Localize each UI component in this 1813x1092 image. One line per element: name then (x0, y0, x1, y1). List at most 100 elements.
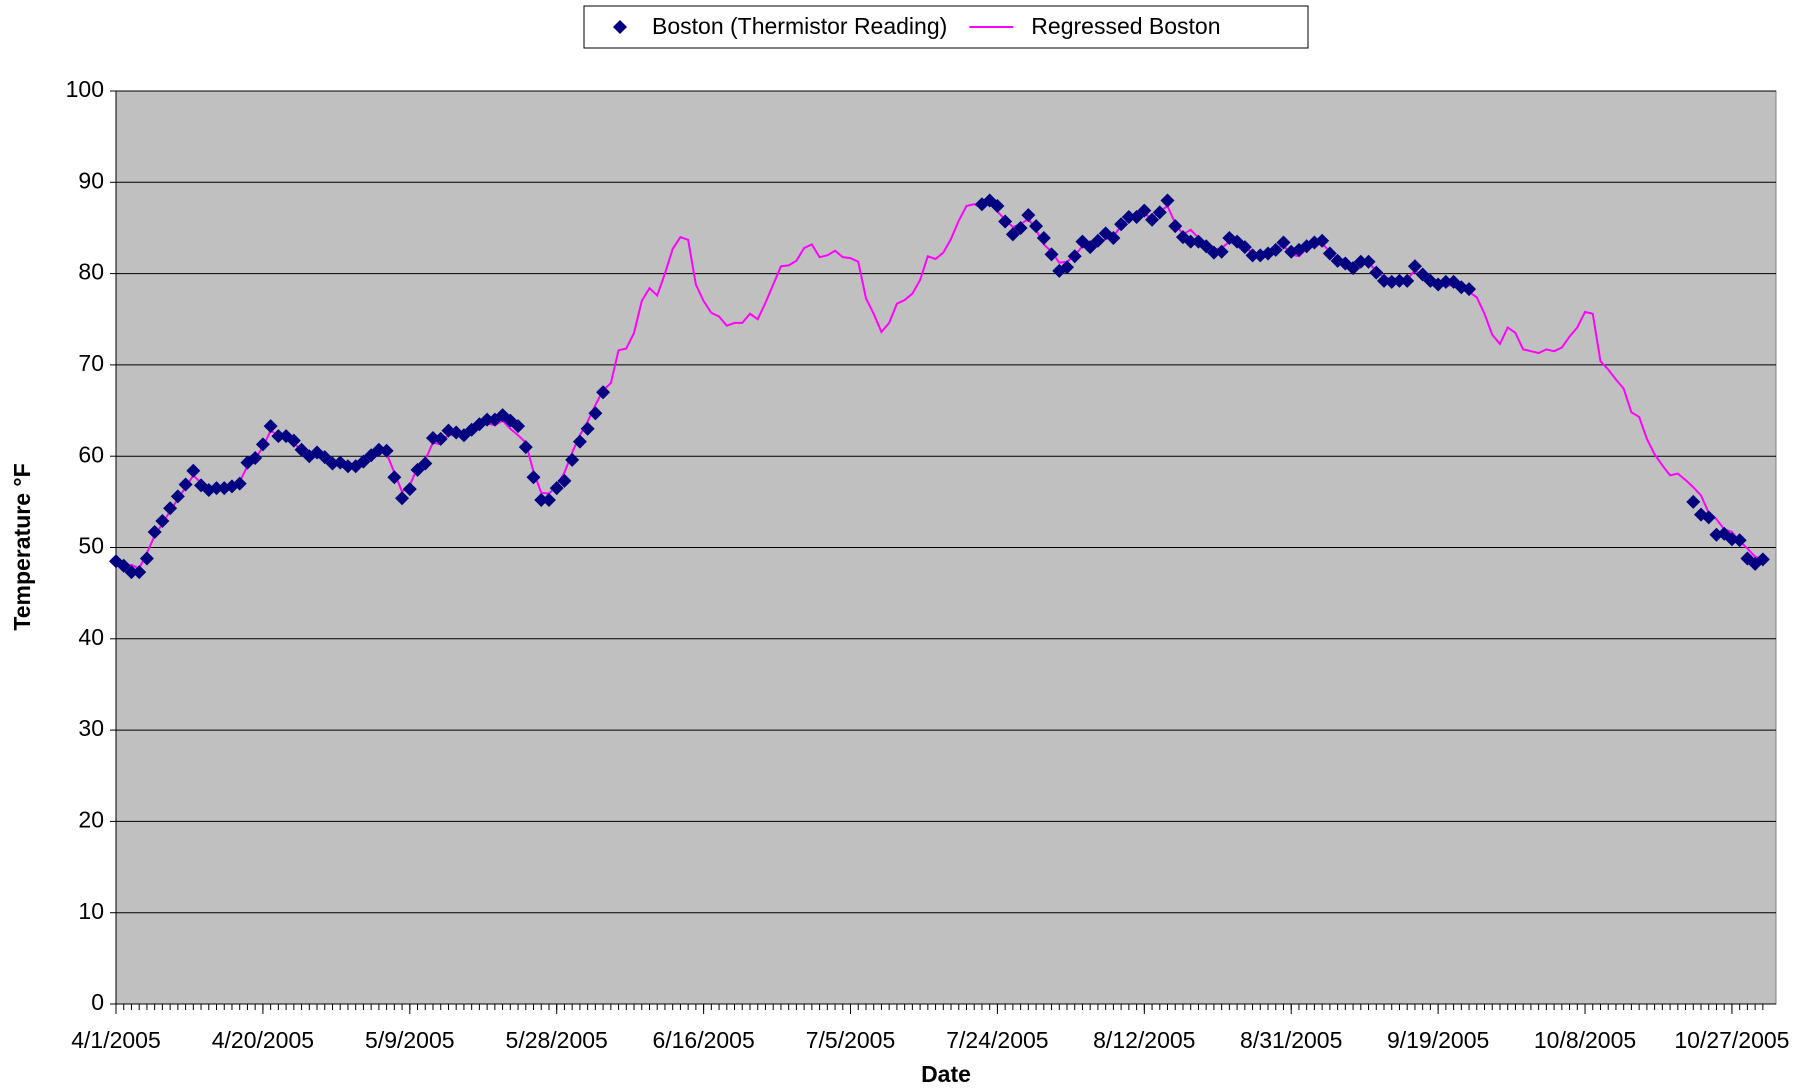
data-point (1701, 510, 1716, 525)
data-point (1400, 273, 1415, 288)
data-point (1083, 240, 1098, 255)
data-point (1245, 248, 1260, 263)
data-point (263, 419, 278, 434)
data-point (433, 431, 448, 446)
y-tick-label: 100 (66, 76, 104, 102)
x-tick-label: 9/19/2005 (1387, 1027, 1489, 1053)
x-tick-label: 10/8/2005 (1534, 1027, 1636, 1053)
legend-box (583, 5, 1309, 49)
data-point (588, 406, 603, 421)
data-point (147, 524, 162, 539)
data-point (124, 565, 139, 580)
data-point (1268, 242, 1283, 257)
data-point (1168, 219, 1183, 234)
data-point (526, 470, 541, 485)
y-tick-label: 0 (91, 989, 104, 1015)
x-tick-label: 4/20/2005 (212, 1027, 314, 1053)
data-point (1060, 260, 1075, 275)
data-point (1462, 282, 1477, 297)
data-point (1029, 219, 1044, 234)
x-tick-label: 6/16/2005 (652, 1027, 754, 1053)
x-tick-label: 4/1/2005 (71, 1027, 161, 1053)
data-point (596, 385, 611, 400)
data-point (1114, 217, 1129, 232)
data-point (1369, 265, 1384, 280)
legend-label: Regressed Boston (1031, 13, 1220, 39)
data-point (248, 451, 263, 466)
data-point (1129, 209, 1144, 224)
x-tick-label: 5/9/2005 (365, 1027, 455, 1053)
data-point (178, 477, 193, 492)
x-tick-label: 5/28/2005 (506, 1027, 608, 1053)
data-point (410, 462, 425, 477)
data-point (1755, 552, 1770, 567)
data-point (1137, 203, 1152, 218)
data-point (480, 412, 495, 427)
data-point (139, 551, 154, 566)
legend-marker (613, 20, 627, 34)
data-point (1199, 239, 1214, 254)
data-point (1407, 259, 1422, 274)
y-tick-label: 80 (78, 259, 104, 285)
series-line (115, 202, 1764, 570)
data-point (1067, 249, 1082, 264)
data-point (1346, 261, 1361, 276)
data-point (1686, 494, 1701, 509)
data-point (1121, 209, 1136, 224)
data-point (565, 452, 580, 467)
data-point (1732, 533, 1747, 548)
data-point (418, 456, 433, 471)
data-point (379, 443, 394, 458)
data-point (1036, 230, 1051, 245)
data-point (232, 476, 247, 491)
data-point (340, 459, 355, 474)
data-point (549, 481, 564, 496)
data-point (132, 565, 147, 580)
data-point (572, 434, 587, 449)
data-point (395, 491, 410, 506)
data-point (1315, 233, 1330, 248)
data-point (286, 433, 301, 448)
data-point (116, 558, 131, 573)
data-point (1145, 212, 1160, 227)
data-point (1005, 227, 1020, 242)
y-tick-label: 30 (78, 715, 104, 741)
y-tick-label: 60 (78, 441, 104, 467)
data-point (557, 473, 572, 488)
data-point (1214, 244, 1229, 259)
data-point (356, 454, 371, 469)
data-point (163, 501, 178, 516)
y-tick-label: 40 (78, 624, 104, 650)
legend-label: Boston (Thermistor Reading) (652, 13, 947, 39)
data-point (402, 482, 417, 497)
data-point (155, 514, 170, 529)
y-tick-label: 90 (78, 167, 104, 193)
y-tick-label: 10 (78, 898, 104, 924)
data-point (186, 463, 201, 478)
data-point (387, 470, 402, 485)
x-tick-label: 7/24/2005 (946, 1027, 1048, 1053)
data-point (1021, 208, 1036, 223)
data-point (1090, 233, 1105, 248)
data-point (998, 214, 1013, 229)
x-tick-label: 10/27/2005 (1674, 1027, 1789, 1053)
data-point (1438, 274, 1453, 289)
data-point (1353, 254, 1368, 269)
x-tick-label: 8/12/2005 (1093, 1027, 1195, 1053)
data-point (317, 450, 332, 465)
data-point (1013, 220, 1028, 235)
data-point (271, 429, 286, 444)
data-point (255, 437, 270, 452)
data-point (1106, 230, 1121, 245)
data-point (1322, 246, 1337, 261)
data-point (580, 421, 595, 436)
data-point (1160, 193, 1175, 208)
y-axis-title: Temperature °F (9, 463, 35, 630)
data-point (1361, 254, 1376, 269)
data-point (1415, 267, 1430, 282)
data-point (1276, 235, 1291, 250)
data-point (294, 442, 309, 457)
x-axis-title: Date (921, 1061, 971, 1087)
